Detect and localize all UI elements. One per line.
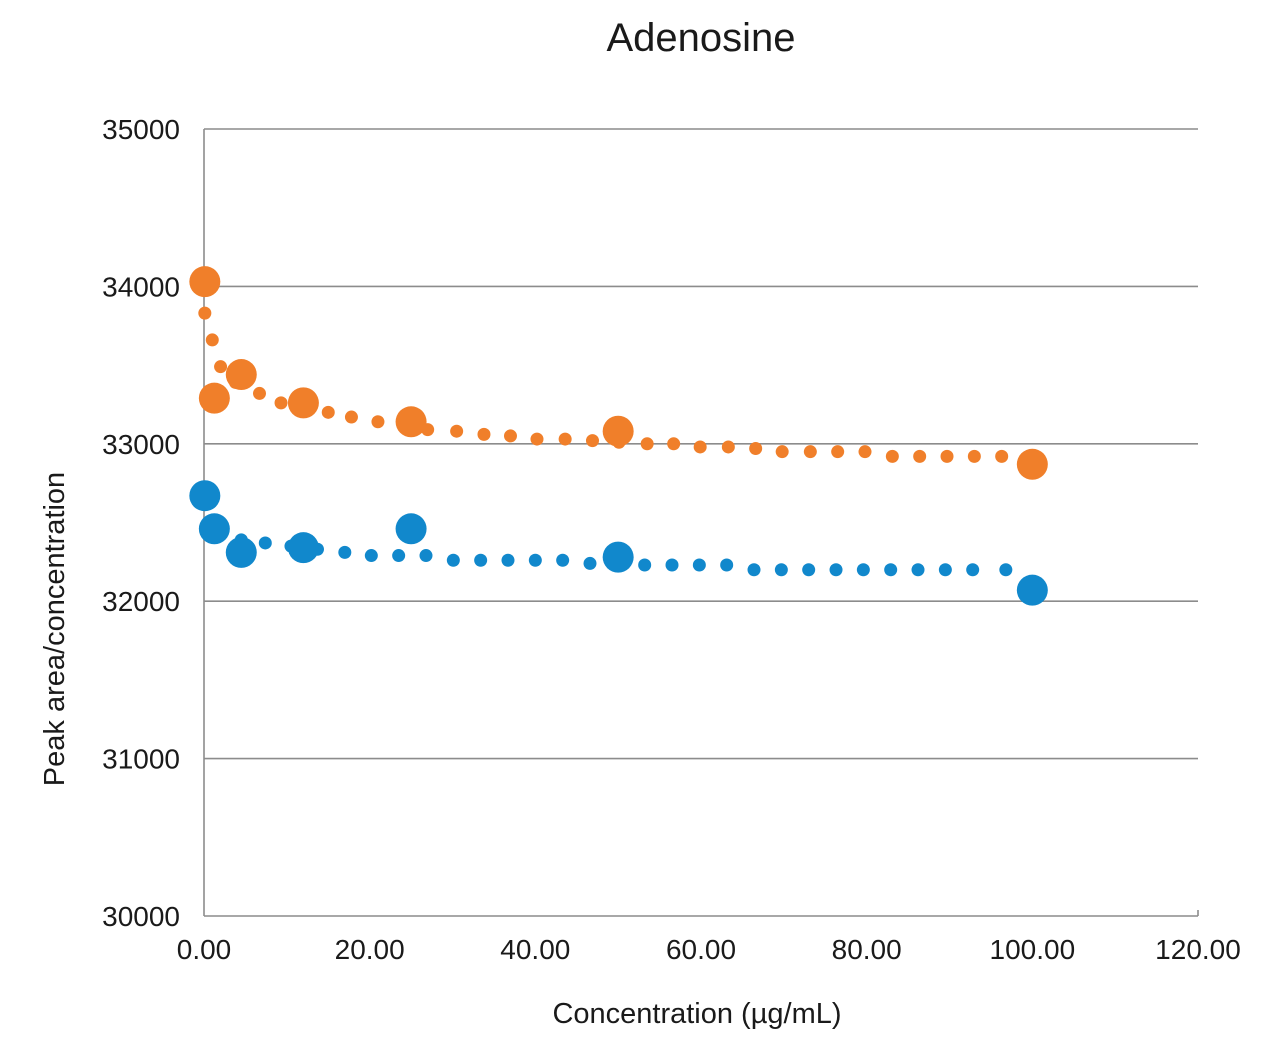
series-1-points	[189, 480, 1048, 605]
x-tick-label: 100.00	[990, 934, 1076, 965]
x-tick-label: 60.00	[666, 934, 736, 965]
y-axis-label: Peak area/concentration	[39, 472, 71, 786]
trendline-dot	[966, 563, 979, 576]
x-tick-label: 20.00	[335, 934, 405, 965]
y-tick-label: 35000	[102, 114, 180, 145]
trendline-dot	[831, 445, 844, 458]
chart-title: Adenosine	[606, 16, 795, 60]
data-point	[189, 266, 220, 297]
trendline-dot	[802, 563, 815, 576]
trendline-dot	[206, 333, 219, 346]
trendline-dot	[584, 557, 597, 570]
y-tick-label: 32000	[102, 586, 180, 617]
trendline-dot	[530, 433, 543, 446]
data-point	[603, 542, 634, 573]
trendline-dot	[275, 396, 288, 409]
x-axis-ticks: 0.00 20.00 40.00 60.00 80.00 100.00 120.00	[177, 934, 1241, 965]
trendline-dot	[775, 563, 788, 576]
y-tick-label: 30000	[102, 901, 180, 932]
trendline-dot	[259, 536, 272, 549]
x-axis-label: Concentration (µg/mL)	[552, 998, 841, 1030]
trendline-dot	[999, 563, 1012, 576]
data-point	[199, 513, 230, 544]
trendline-dot	[392, 549, 405, 562]
trendline-dot	[338, 546, 351, 559]
trendline-dot	[322, 406, 335, 419]
data-point	[396, 406, 427, 437]
data-point	[189, 480, 220, 511]
trendline-dot	[693, 558, 706, 571]
trendline-dot	[830, 563, 843, 576]
trendline-dot	[419, 549, 432, 562]
trendline-dot	[720, 558, 733, 571]
trendline-dot	[559, 433, 572, 446]
trendline-dot	[749, 442, 762, 455]
trendline-dot	[939, 563, 952, 576]
trendline-dot	[884, 563, 897, 576]
trendline-dot	[345, 411, 358, 424]
trendline-dot	[477, 428, 490, 441]
trendline-dot	[912, 563, 925, 576]
trendline-dot	[214, 360, 227, 373]
trendline-dot	[638, 558, 651, 571]
trendline-dot	[365, 549, 378, 562]
trendline-dot	[941, 450, 954, 463]
y-tick-label: 33000	[102, 429, 180, 460]
data-point	[603, 416, 634, 447]
trendline-dot	[667, 437, 680, 450]
trendline-dot	[641, 437, 654, 450]
y-axis-ticks: 30000 31000 32000 33000 34000 35000	[102, 114, 180, 932]
trendline-series-0	[198, 307, 1008, 463]
x-tick-label: 80.00	[832, 934, 902, 965]
trendline-dot	[859, 445, 872, 458]
trendline-dot	[722, 440, 735, 453]
data-point	[226, 359, 257, 390]
trendline-dot	[450, 425, 463, 438]
trendline-dot	[776, 445, 789, 458]
trendline-dot	[857, 563, 870, 576]
trendline-dot	[913, 450, 926, 463]
trendline-dot	[586, 434, 599, 447]
y-tick-label: 34000	[102, 271, 180, 302]
trendline-dot	[371, 415, 384, 428]
trendline-dot	[995, 450, 1008, 463]
x-tick-label: 0.00	[177, 934, 232, 965]
data-point	[288, 387, 319, 418]
trendline-dot	[504, 429, 517, 442]
data-point	[396, 513, 427, 544]
trendline-dot	[968, 450, 981, 463]
data-point	[1017, 575, 1048, 606]
trendline-dot	[556, 554, 569, 567]
trendline-dot	[886, 450, 899, 463]
trendline-dot	[198, 307, 211, 320]
data-point	[1017, 449, 1048, 480]
trendline-dot	[666, 558, 679, 571]
gridlines	[204, 129, 1198, 916]
trendline-dot	[474, 554, 487, 567]
y-tick-label: 31000	[102, 744, 180, 775]
trendline-dot	[253, 387, 266, 400]
trendline-dot	[694, 440, 707, 453]
trendlines	[198, 307, 1012, 577]
x-tick-label: 120.00	[1155, 934, 1241, 965]
trendline-dot	[447, 554, 460, 567]
data-point	[226, 537, 257, 568]
trendline-dot	[804, 445, 817, 458]
data-point	[199, 383, 230, 414]
trendline-dot	[501, 554, 514, 567]
trendline-dot	[529, 554, 542, 567]
data-point	[288, 532, 319, 563]
x-tick-label: 40.00	[500, 934, 570, 965]
trendline-dot	[748, 563, 761, 576]
